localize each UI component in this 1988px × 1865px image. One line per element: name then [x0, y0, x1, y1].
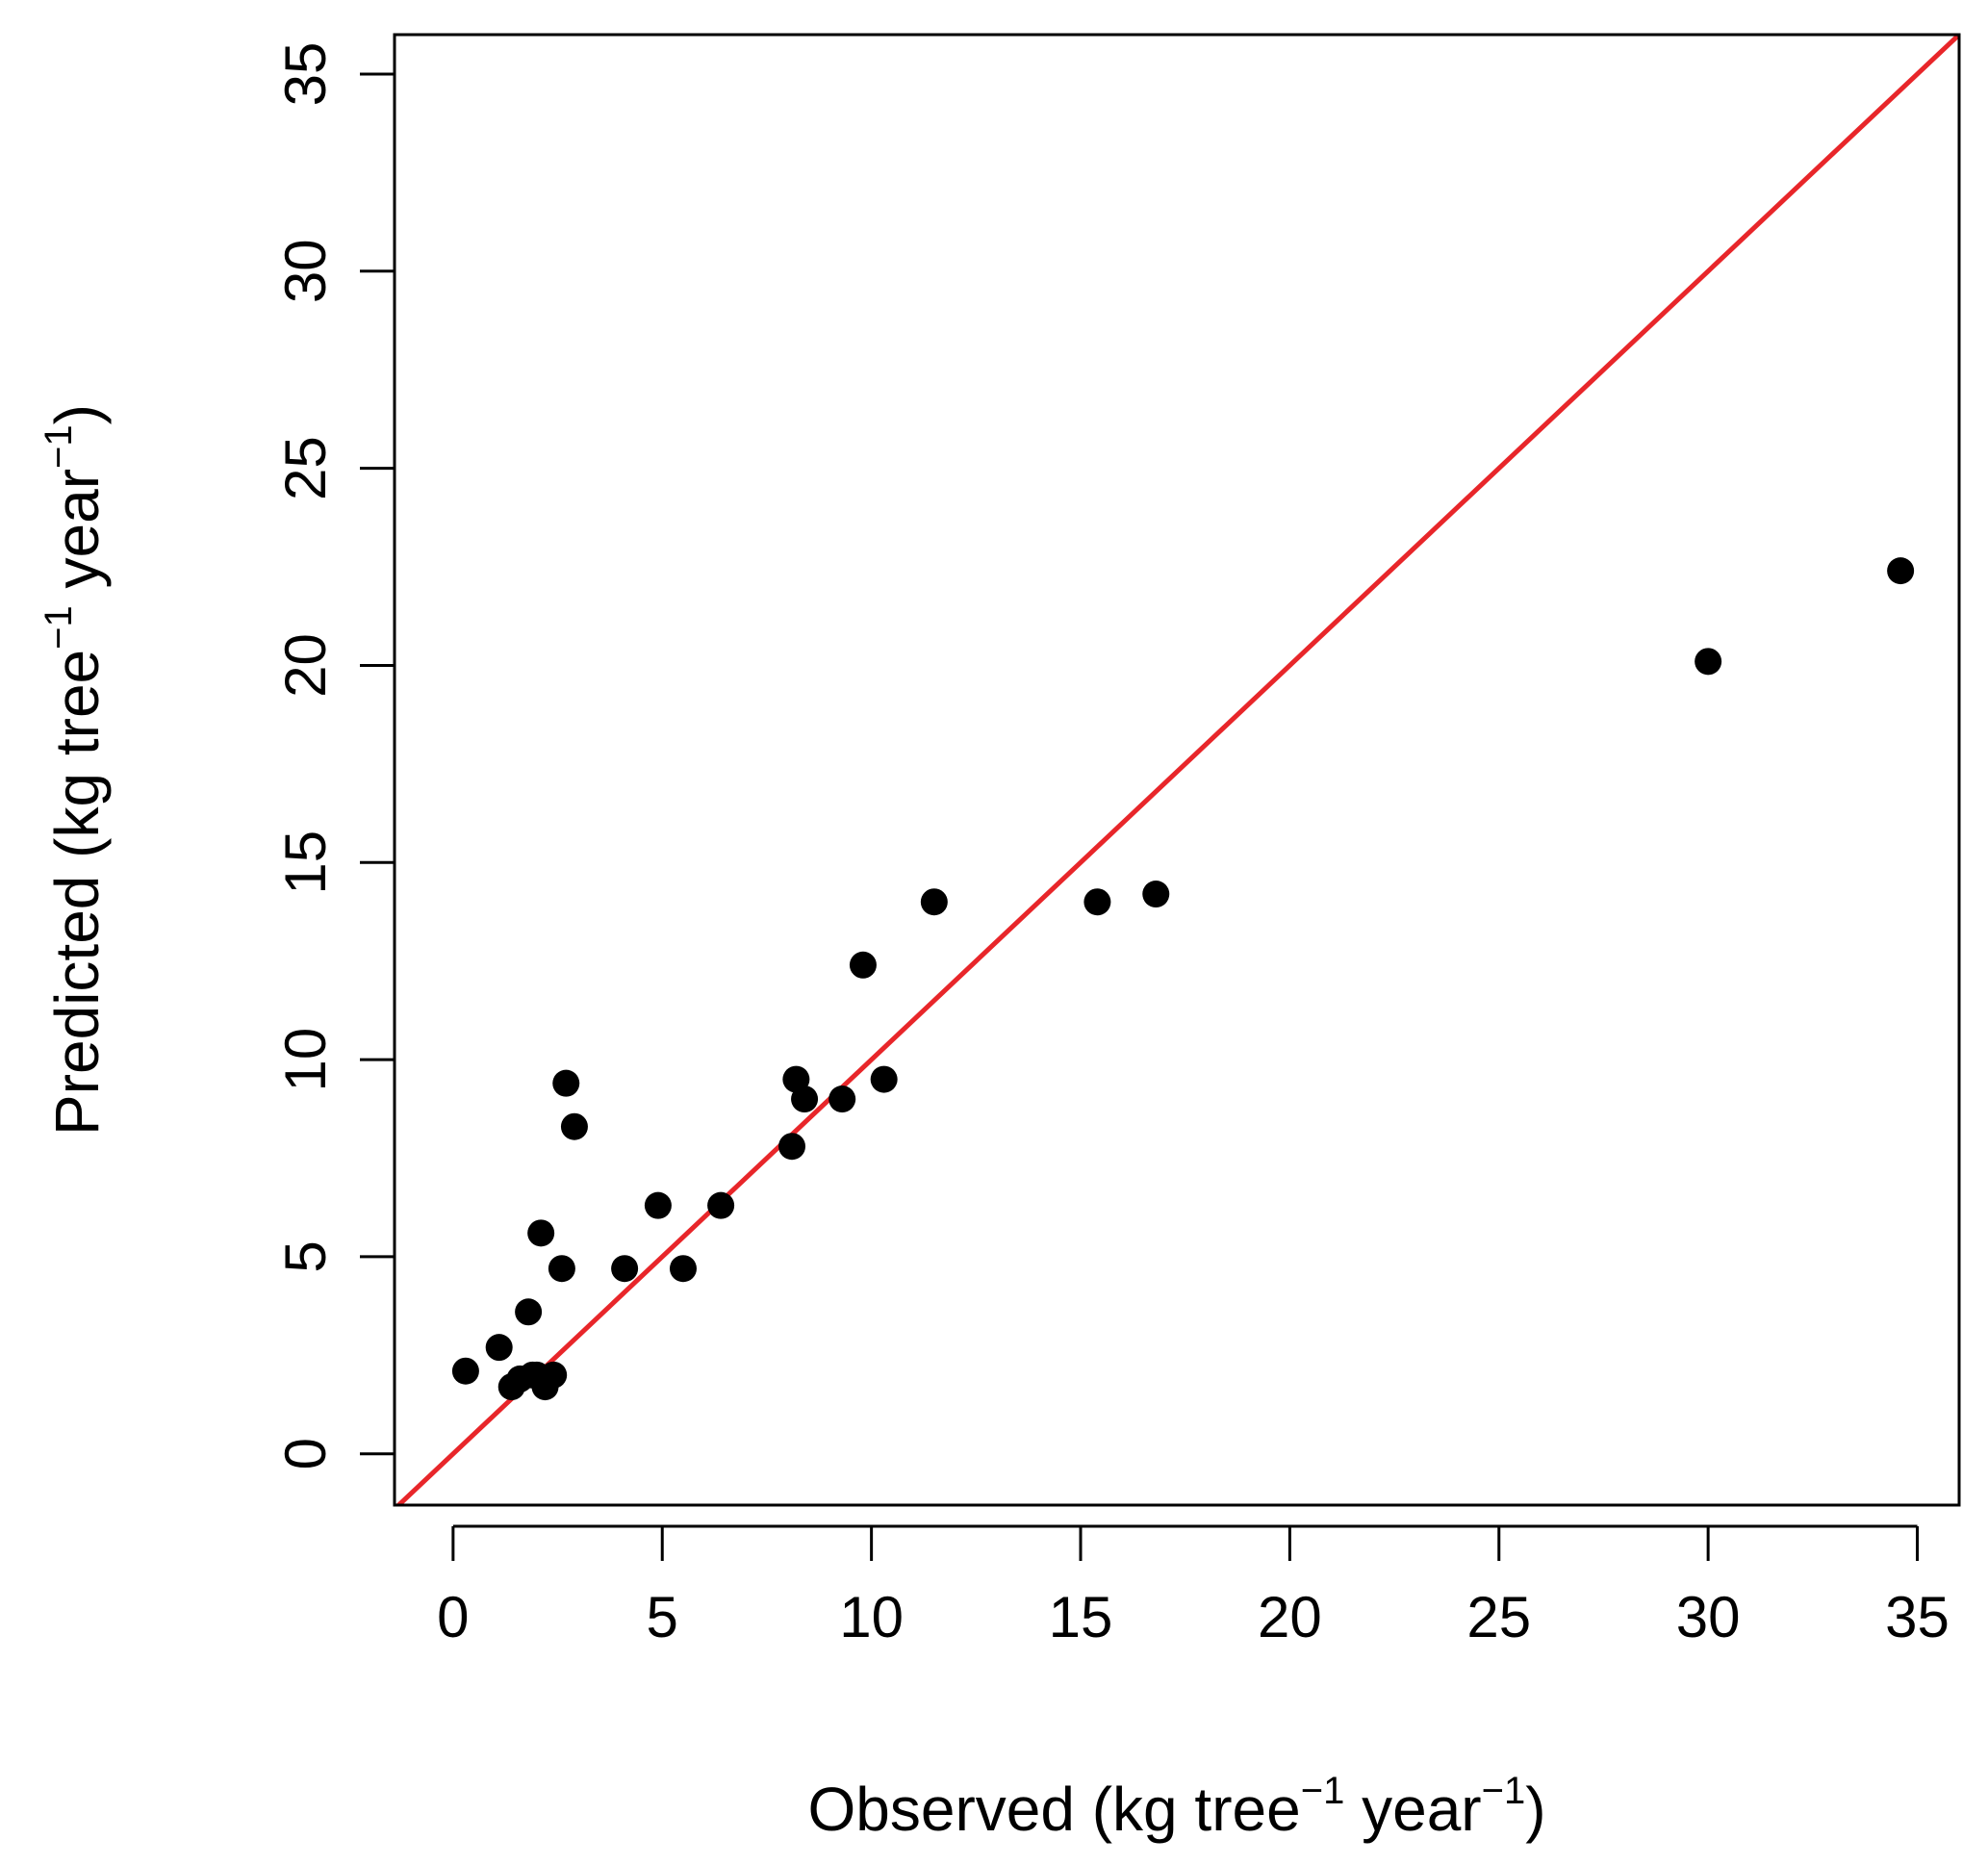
data-point [1083, 888, 1111, 916]
data-point [515, 1298, 543, 1326]
data-point [611, 1255, 639, 1283]
data-point [791, 1086, 819, 1113]
data-point [451, 1357, 479, 1385]
data-point [1695, 648, 1722, 676]
data-point [485, 1334, 513, 1362]
y-tick-label: 20 [273, 633, 338, 698]
x-tick-label: 15 [1049, 1585, 1113, 1649]
y-tick-label: 15 [273, 830, 338, 895]
data-point [870, 1065, 898, 1093]
y-tick-label: 5 [273, 1240, 338, 1272]
one-to-one-reference-line [395, 35, 1959, 1505]
data-point [778, 1133, 806, 1161]
x-tick-label: 5 [647, 1585, 678, 1649]
x-tick-label: 20 [1258, 1585, 1322, 1649]
data-point [527, 1219, 555, 1247]
data-points [451, 557, 1915, 1401]
y-tick-label: 10 [273, 1028, 338, 1092]
data-point [669, 1255, 697, 1283]
x-tick-label: 35 [1885, 1585, 1950, 1649]
data-point [707, 1191, 735, 1219]
data-point [560, 1112, 588, 1140]
x-tick-label: 10 [839, 1585, 904, 1649]
y-axis: 0 5 10 15 20 25 30 35 [273, 42, 396, 1469]
y-tick-label: 30 [273, 239, 338, 303]
x-tick-label: 25 [1466, 1585, 1531, 1649]
x-tick-label: 0 [437, 1585, 469, 1649]
x-axis: 0 5 10 15 20 25 30 35 [437, 1524, 1950, 1649]
data-point [1142, 881, 1170, 908]
data-point [552, 1069, 580, 1097]
y-tick-label: 0 [273, 1438, 338, 1469]
data-point [548, 1255, 575, 1283]
data-point [920, 888, 948, 916]
data-point [828, 1086, 856, 1113]
y-axis-title: Predicted (kg tree−1 year−1) [38, 404, 112, 1136]
y-tick-label: 25 [273, 436, 338, 500]
data-point [1887, 557, 1915, 585]
data-point [540, 1361, 568, 1389]
x-axis-title: Observed (kg tree−1 year−1) [807, 1770, 1545, 1844]
data-point [644, 1191, 672, 1219]
x-tick-label: 30 [1676, 1585, 1741, 1649]
data-point [849, 951, 877, 979]
y-tick-label: 35 [273, 42, 338, 107]
